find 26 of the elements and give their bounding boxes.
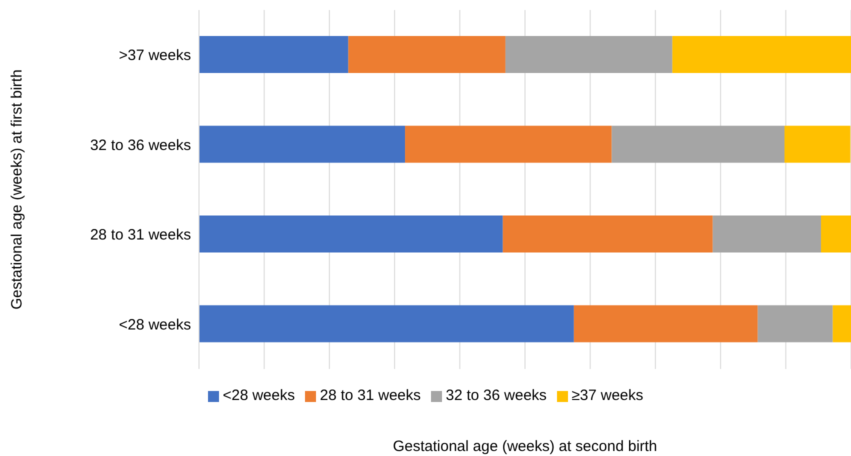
bar — [612, 126, 784, 163]
y-tick-label: 32 to 36 weeks — [90, 136, 191, 154]
bar — [758, 305, 833, 342]
legend-label: 28 to 31 weeks — [320, 387, 421, 404]
y-tick-label: 28 to 31 weeks — [90, 226, 191, 244]
y-axis-title: Gestational age (weeks) at first birth — [8, 69, 26, 310]
bar — [505, 36, 672, 73]
bar — [672, 36, 851, 73]
bar — [348, 36, 506, 73]
y-tick-label: <28 weeks — [118, 316, 191, 334]
legend-label: ≥37 weeks — [572, 387, 644, 404]
bar — [784, 126, 850, 163]
bar — [574, 305, 758, 342]
y-tick-label: >37 weeks — [118, 47, 191, 64]
bar — [502, 216, 713, 252]
x-axis-title: Gestational age (weeks) at second birth — [392, 438, 658, 455]
bar — [832, 305, 851, 342]
bar — [199, 305, 574, 342]
bar — [405, 126, 612, 163]
bar — [199, 126, 406, 163]
legend-label: 32 to 36 weeks — [446, 387, 547, 404]
bar — [712, 216, 822, 252]
bar — [821, 216, 851, 252]
bar — [199, 36, 348, 73]
bar — [199, 216, 503, 252]
legend-label: <28 weeks — [222, 387, 295, 404]
